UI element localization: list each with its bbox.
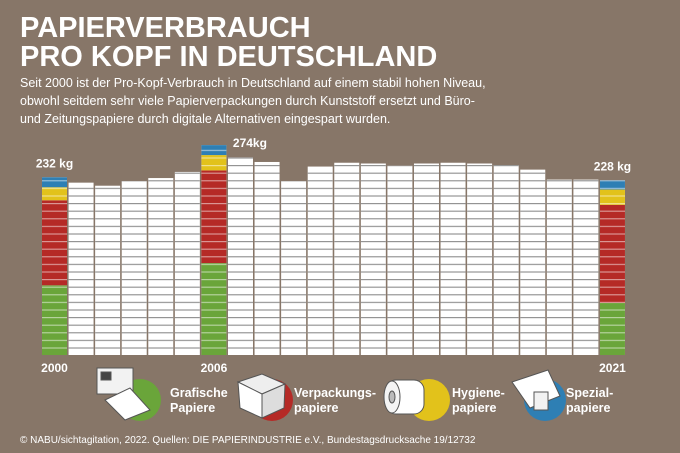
sheet-stripes	[520, 169, 546, 355]
sheet-stripes	[68, 182, 94, 355]
icon-special	[511, 369, 561, 411]
title-line: PAPIERVERBRAUCH	[20, 12, 311, 44]
value-label: 232 kg	[36, 156, 73, 170]
legend-label: Verpackungs-papiere	[294, 386, 376, 415]
sheet-stripes	[493, 165, 519, 355]
x-tick-label: 2000	[41, 361, 68, 375]
sheet-stripes	[201, 145, 227, 355]
icon-graphic	[96, 367, 151, 421]
source: © NABU/sichtagitation, 2022. Quellen: DI…	[20, 435, 476, 446]
x-tick-label: 2006	[201, 361, 228, 375]
icon-packaging	[236, 373, 287, 419]
sheet-stripes	[148, 178, 174, 355]
sheet-stripes	[546, 179, 572, 355]
subtitle-line: und Zeitungspapiere durch digitale Alter…	[20, 112, 390, 126]
legend-label: Hygiene-papiere	[452, 386, 505, 415]
sheet-stripes	[174, 171, 200, 355]
sheet-stripes	[254, 161, 280, 355]
sheet-stripes	[440, 162, 466, 355]
sheet-stripes	[307, 166, 333, 355]
legend-label: Spezial-papiere	[566, 386, 613, 415]
icon-hygiene	[383, 379, 425, 415]
sheet-stripes	[360, 163, 386, 355]
subtitle-line: obwohl seitdem sehr viele Papierverpacku…	[20, 94, 475, 108]
sheet-stripes	[573, 179, 599, 355]
x-tick-label: 2021	[599, 361, 626, 375]
sheet-stripes	[42, 177, 67, 355]
sheet-stripes	[227, 157, 253, 355]
sheet-stripes	[599, 180, 625, 355]
value-label: 228 kg	[594, 159, 631, 173]
sheet-stripes	[281, 181, 307, 355]
sheet-stripes	[334, 162, 360, 355]
value-label: 274kg	[233, 136, 267, 150]
subtitle-line: Seit 2000 ist der Pro-Kopf-Verbrauch in …	[20, 76, 486, 90]
legend-label: Grafische Papiere	[170, 386, 228, 415]
sheet-stripes	[413, 163, 439, 355]
sheet-stripes	[121, 181, 147, 355]
sheet-stripes	[467, 163, 493, 355]
title-line: PRO KOPF IN DEUTSCHLAND	[20, 41, 437, 73]
sheet-stripes	[95, 185, 121, 355]
sheet-stripes	[387, 165, 413, 355]
